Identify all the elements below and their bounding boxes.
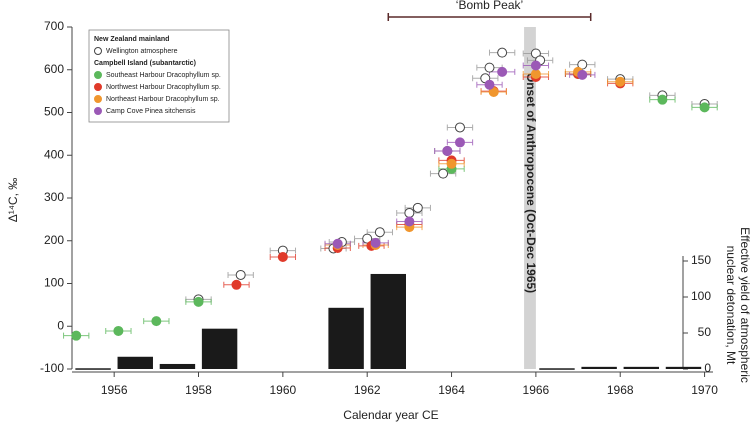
yield-bar	[665, 366, 702, 369]
y-tick-label: -100	[40, 361, 64, 375]
x-tick-label: 1956	[101, 383, 128, 397]
data-point	[484, 79, 495, 90]
yield-bar	[370, 273, 406, 369]
legend-label: Wellington atmosphere	[106, 48, 178, 55]
data-point	[332, 238, 343, 249]
data-point	[497, 47, 508, 58]
y2-axis-label: Effective yield of atmospheric	[738, 227, 752, 383]
data-point	[577, 69, 588, 80]
data-point	[404, 216, 415, 227]
x-tick-label: 1958	[185, 383, 212, 397]
y2-tick-label: 150	[691, 253, 711, 267]
onset-band	[524, 27, 536, 369]
onset-label: Onset of Anthropocene (Oct-Dec 1965)	[524, 73, 538, 293]
data-point	[657, 94, 668, 105]
data-point	[235, 269, 246, 280]
yield-bar	[328, 307, 364, 369]
data-point	[113, 325, 124, 336]
x-tick-label: 1968	[607, 383, 634, 397]
y-tick-label: 100	[44, 276, 64, 290]
y2-tick-label: 0	[704, 361, 711, 375]
x-tick-label: 1966	[523, 383, 550, 397]
x-tick-label: 1960	[270, 383, 297, 397]
legend-label: Northwest Harbour Dracophyllum sp.	[106, 84, 221, 91]
data-point	[362, 233, 373, 244]
legend-box	[88, 29, 230, 123]
data-point	[484, 62, 495, 73]
yield-bar	[623, 366, 660, 369]
y-tick-label: 400	[44, 147, 64, 161]
yield-bar	[201, 328, 238, 369]
y2-tick-label: 100	[691, 289, 711, 303]
data-point	[438, 168, 449, 179]
x-tick-label: 1970	[691, 383, 718, 397]
y-tick-label: 700	[44, 19, 64, 33]
data-point	[530, 69, 541, 80]
yield-bar	[75, 368, 111, 370]
legend: New Zealand mainland Wellington atmospher…	[88, 29, 230, 123]
bomb-peak-label: ‘Bomb Peak’	[456, 0, 523, 12]
x-axis-label: Calendar year CE	[343, 408, 438, 422]
legend-group: New Zealand mainland	[94, 36, 169, 43]
data-point	[370, 237, 381, 248]
data-point	[231, 279, 242, 290]
data-point	[374, 227, 385, 238]
data-point	[497, 66, 508, 77]
data-point	[446, 158, 457, 169]
x-tick-label: 1964	[438, 383, 465, 397]
data-point	[404, 207, 415, 218]
legend-label: Southeast Harbour Dracophyllum sp.	[106, 72, 221, 79]
data-point	[454, 122, 465, 133]
y2-axis-label: nuclear detonation, Mt	[724, 246, 738, 365]
legend-marker	[94, 71, 102, 79]
data-point	[442, 145, 453, 156]
data-point	[454, 137, 465, 148]
yield-bar	[581, 366, 617, 369]
data-point	[277, 251, 288, 262]
legend-label: Camp Cove Pinea sitchensis	[106, 108, 196, 115]
yield-bar	[159, 363, 196, 369]
yield-bar	[539, 368, 575, 370]
y-tick-label: 600	[44, 62, 64, 76]
data-point	[615, 76, 626, 87]
y2-tick-label: 50	[698, 325, 712, 339]
y-tick-label: 200	[44, 233, 64, 247]
y-axis-label: Δ¹⁴C, ‰	[6, 178, 20, 223]
data-point	[71, 330, 82, 341]
data-point	[151, 316, 162, 327]
x-tick-label: 1962	[354, 383, 381, 397]
legend-label: Northeast Harbour Dracophyllum sp.	[106, 96, 220, 103]
data-point	[488, 86, 499, 97]
y-tick-label: 500	[44, 105, 64, 119]
data-point	[193, 296, 204, 307]
data-point	[530, 60, 541, 71]
legend-marker	[94, 107, 102, 115]
bomb-peak-bracket	[387, 13, 592, 21]
legend-group: Campbell Island (subantarctic)	[94, 60, 196, 67]
data-point	[412, 202, 423, 213]
data-point	[699, 102, 710, 113]
y-tick-label: 0	[57, 318, 64, 332]
yield-bar	[117, 356, 153, 369]
y-tick-label: 300	[44, 190, 64, 204]
data-point	[577, 59, 588, 70]
legend-marker	[94, 47, 102, 55]
legend-marker	[94, 95, 102, 103]
legend-marker	[94, 83, 102, 91]
